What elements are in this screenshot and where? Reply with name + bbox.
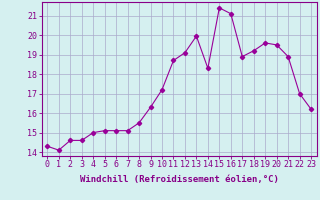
X-axis label: Windchill (Refroidissement éolien,°C): Windchill (Refroidissement éolien,°C) [80,175,279,184]
